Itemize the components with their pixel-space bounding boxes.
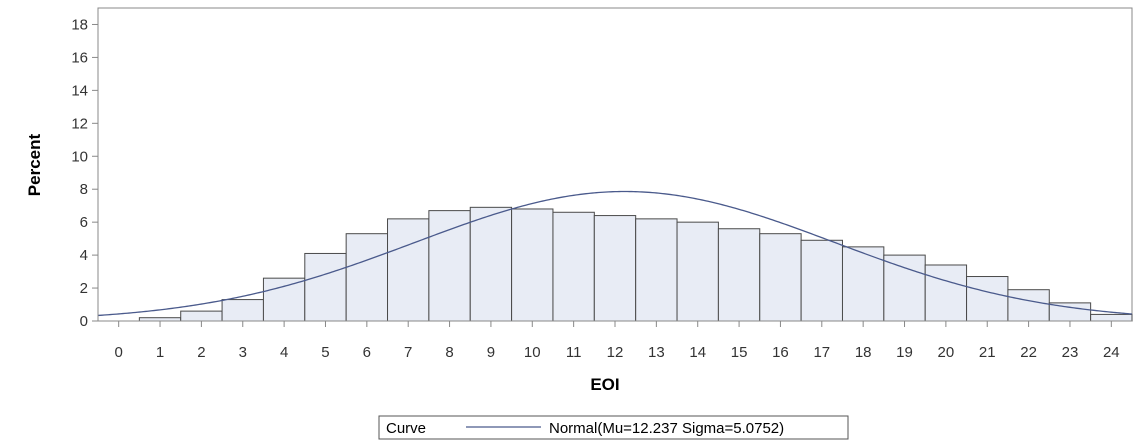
- x-tick-label: 10: [524, 344, 541, 361]
- y-tick-label: 6: [80, 214, 88, 231]
- histogram-bar: [800, 239, 843, 322]
- x-tick-label: 0: [115, 344, 123, 361]
- y-tick-label: 10: [71, 148, 88, 165]
- y-tick-label: 2: [80, 280, 88, 297]
- x-axis: 0 1 2 3 4 5 6 7 8 9 10 11 12 13 14 15 16 17 18 19 20 21 22 23 24: [98, 320, 1132, 361]
- x-axis-title: EOI: [590, 375, 619, 394]
- histogram-bar: [841, 246, 885, 322]
- histogram-bar: [262, 277, 306, 322]
- x-tick-label: 8: [445, 344, 453, 361]
- histogram-bar: [676, 221, 719, 322]
- x-tick-label: 13: [648, 344, 665, 361]
- y-tick-label: 14: [71, 82, 88, 99]
- x-tick-label: 11: [566, 344, 582, 361]
- x-tick-label: 7: [404, 344, 412, 361]
- x-tick-label: 23: [1062, 344, 1079, 361]
- x-tick-label: 5: [321, 344, 329, 361]
- x-tick-label: 21: [979, 344, 996, 361]
- normal-curve: [97, 190, 1133, 317]
- legend-entry-label: Normal(Mu=12.237 Sigma=5.0752): [549, 420, 784, 437]
- x-tick-label: 1: [156, 344, 164, 361]
- y-tick-label: 0: [80, 313, 88, 330]
- histogram-bar: [552, 211, 595, 322]
- histogram-bar: [469, 206, 513, 322]
- y-axis-title: Percent: [25, 133, 44, 196]
- x-tick-label: 4: [280, 344, 288, 361]
- legend-title: Curve: [386, 420, 426, 437]
- histogram-bar: [1007, 289, 1050, 322]
- histogram-bar: [345, 233, 389, 322]
- histogram-bar: [511, 208, 554, 322]
- histogram-bar: [593, 215, 637, 322]
- x-tick-label: 6: [363, 344, 371, 361]
- y-tick-label: 18: [71, 16, 88, 33]
- bars-group: [138, 206, 1133, 322]
- histogram-bar: [180, 310, 223, 322]
- y-tick-label: 12: [71, 115, 88, 132]
- histogram-bar: [635, 218, 678, 322]
- x-tick-label: 22: [1020, 344, 1037, 361]
- x-tick-label: 16: [772, 344, 789, 361]
- x-tick-label: 19: [896, 344, 913, 361]
- x-tick-label: 17: [813, 344, 830, 361]
- histogram-bar: [387, 218, 430, 322]
- x-tick-label: 14: [689, 344, 706, 361]
- histogram-bar: [304, 252, 347, 322]
- histogram-bar: [759, 233, 802, 322]
- x-tick-label: 15: [731, 344, 748, 361]
- histogram-bar: [717, 228, 761, 322]
- histogram-bar: [966, 276, 1009, 322]
- histogram-bar: [924, 264, 968, 322]
- y-tick-label: 8: [80, 181, 88, 198]
- x-tick-label: 20: [938, 344, 955, 361]
- x-tick-label: 12: [607, 344, 624, 361]
- x-tick-label: 9: [487, 344, 495, 361]
- y-tick-label: 4: [80, 247, 88, 264]
- histogram-bar: [221, 299, 264, 322]
- x-tick-label: 2: [197, 344, 205, 361]
- y-tick-label: 16: [71, 49, 88, 66]
- x-tick-label: 3: [239, 344, 247, 361]
- x-tick-label: 24: [1103, 344, 1120, 361]
- histogram-bar: [1090, 313, 1133, 322]
- legend: Curve Normal(Mu=12.237 Sigma=5.0752): [378, 415, 849, 440]
- histogram-bar: [428, 210, 471, 322]
- x-tick-label: 18: [855, 344, 872, 361]
- legend-box: [378, 415, 849, 440]
- y-axis: 0 2 4 6 8 10 12 14 16 18: [71, 8, 99, 330]
- histogram-bar: [883, 254, 926, 322]
